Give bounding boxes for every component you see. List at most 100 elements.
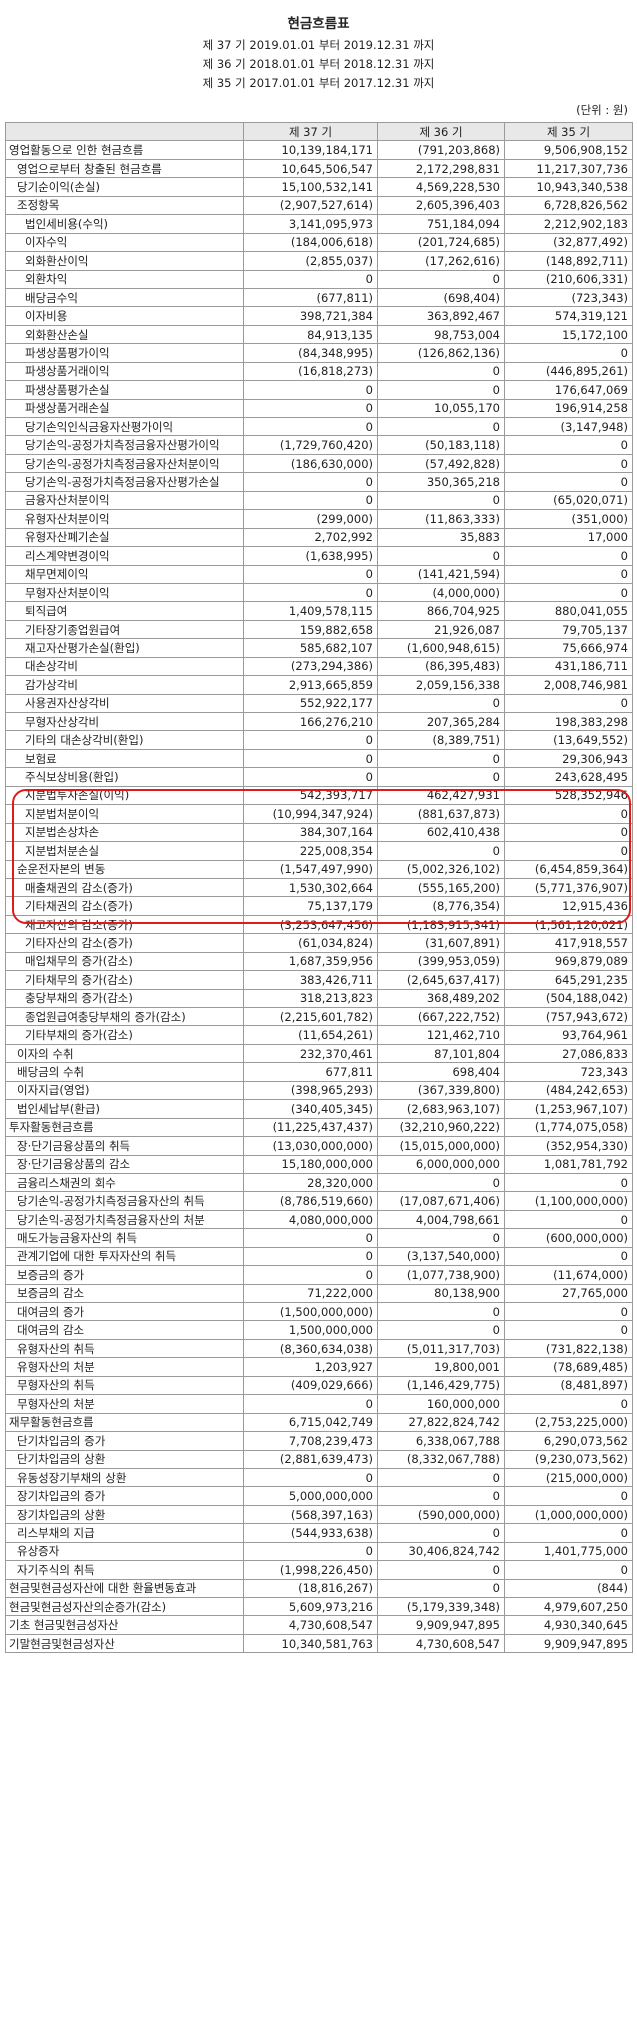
value-cell-period-37: 0	[243, 1246, 378, 1267]
table-row: 파생상품거래이익 (16,818,273) 0 (446,895,261)	[5, 361, 633, 382]
value-cell-period-37: 384,307,164	[243, 822, 378, 843]
period-line-36: 제 36 기 2018.01.01 부터 2018.12.31 까지	[202, 57, 435, 71]
value-cell-period-37: 75,137,179	[243, 896, 378, 916]
table-row: 재무활동현금흐름 6,715,042,749 27,822,824,742 (2,75…	[5, 1412, 633, 1433]
value-cell-period-36: 350,365,218	[377, 472, 505, 492]
value-cell-period-35: 6,290,073,562	[504, 1431, 633, 1451]
value-cell-period-37: 28,320,000	[243, 1172, 378, 1193]
table-row: 이자의 수취 232,370,461 87,101,804 27,086,833	[5, 1043, 633, 1064]
value-cell-period-37: 0	[243, 380, 378, 400]
value-cell-period-36: (86,395,483)	[377, 656, 505, 677]
value-cell-period-35: 0	[504, 564, 633, 584]
table-row: 사용권자산상각비 552,922,177 0 0	[5, 693, 633, 714]
unit-label: (단위 : 원)	[576, 103, 628, 117]
table-row: 장·단기금융상품의 감소 15,180,000,000 6,000,000,000 1…	[5, 1154, 633, 1174]
value-cell-period-36: (31,607,891)	[377, 933, 505, 953]
value-cell-period-35: (210,606,331)	[504, 269, 633, 289]
value-cell-period-36: (590,000,000)	[377, 1504, 505, 1525]
row-label: 지분법투자손실(이익)	[5, 785, 244, 806]
value-cell-period-36: 9,909,947,895	[377, 1615, 505, 1635]
table-row: 장기차입금의 상환 (568,397,163) (590,000,000) (1,00…	[5, 1504, 633, 1525]
value-cell-period-37: (18,816,267)	[243, 1578, 378, 1599]
value-cell-period-36: 0	[377, 490, 505, 511]
table-row: 기타장기종업원급여 159,882,658 21,926,087 79,705,137	[5, 619, 633, 640]
row-label: 현금및현금성자산의순증가(감소)	[5, 1596, 244, 1617]
value-cell-period-35: 431,186,711	[504, 656, 633, 677]
table-row: 지분법처분이익 (10,994,347,924) (881,637,873) 0	[5, 804, 633, 824]
value-cell-period-36: 4,569,228,530	[377, 177, 505, 197]
value-cell-period-35: 9,909,947,895	[504, 1633, 633, 1654]
row-label: 보증금의 감소	[5, 1283, 244, 1304]
value-cell-period-37: 0	[243, 398, 378, 419]
table-row: 무형자산의 취득 (409,029,666) (1,146,429,775) (8,4…	[5, 1375, 633, 1396]
value-cell-period-37: (2,215,601,782)	[243, 1006, 378, 1027]
row-label: 금융자산처분이익	[5, 490, 244, 511]
row-label: 주식보상비용(환입)	[5, 767, 244, 787]
value-cell-period-35: 0	[504, 1301, 633, 1322]
table-row: 매도가능금융자산의 취득 0 0 (600,000,000)	[5, 1228, 633, 1248]
value-cell-period-35: 574,319,121	[504, 306, 633, 326]
value-cell-period-36: 0	[377, 380, 505, 400]
table-row: 채무면제이익 0 (141,421,594) 0	[5, 564, 633, 584]
value-cell-period-35: (446,895,261)	[504, 361, 633, 382]
row-label: 장기차입금의 상환	[5, 1504, 244, 1525]
value-cell-period-37: (273,294,386)	[243, 656, 378, 677]
value-cell-period-36: 0	[377, 1320, 505, 1340]
row-label: 단기차입금의 상환	[5, 1449, 244, 1469]
value-cell-period-36: 0	[377, 1578, 505, 1599]
value-cell-period-36: 4,004,798,661	[377, 1209, 505, 1230]
value-cell-period-36: (11,863,333)	[377, 509, 505, 529]
value-cell-period-36: 27,822,824,742	[377, 1412, 505, 1433]
row-label: 리스계약변경이익	[5, 546, 244, 566]
row-label: 자기주식의 취득	[5, 1560, 244, 1580]
value-cell-period-35: 11,217,307,736	[504, 158, 633, 179]
value-cell-period-35: (9,230,073,562)	[504, 1449, 633, 1469]
table-row: 무형자산상각비 166,276,210 207,365,284 198,383,298	[5, 711, 633, 732]
value-cell-period-37: 225,008,354	[243, 841, 378, 861]
value-cell-period-37: 1,409,578,115	[243, 601, 378, 621]
value-cell-period-35: (3,147,948)	[504, 416, 633, 437]
table-row: 이자지급(영업) (398,965,293) (367,339,800) (484,2…	[5, 1080, 633, 1101]
cash-flow-table: 제 37 기 제 36 기 제 35 기 영업활동으로 인한 현금흐름 10,13…	[5, 121, 633, 1654]
value-cell-period-37: 552,922,177	[243, 693, 378, 714]
value-cell-period-35: (13,649,552)	[504, 730, 633, 750]
table-row: 영업활동으로 인한 현금흐름 10,139,184,171 (791,203,868…	[5, 140, 633, 160]
value-cell-period-37: 542,393,717	[243, 785, 378, 806]
value-cell-period-36: 0	[377, 748, 505, 769]
value-cell-period-35: 0	[504, 582, 633, 603]
table-row: 매출채권의 감소(증가) 1,530,302,664 (555,165,200) (5…	[5, 877, 633, 898]
value-cell-period-37: 677,811	[243, 1062, 378, 1082]
statement-title: 현금흐름표	[287, 16, 350, 32]
value-cell-period-37: (677,811)	[243, 287, 378, 308]
value-cell-period-37: 3,141,095,973	[243, 214, 378, 234]
value-cell-period-36: 0	[377, 269, 505, 289]
table-row: 외화환산이익 (2,855,037) (17,262,616) (148,892,71…	[5, 251, 633, 271]
value-cell-period-36: 30,406,824,742	[377, 1541, 505, 1562]
table-row: 당기손익-공정가치측정금융자산의 취득 (8,786,519,660) (17,08…	[5, 1191, 633, 1211]
row-label: 유형자산폐기손실	[5, 527, 244, 548]
row-label: 유상증자	[5, 1541, 244, 1562]
value-cell-period-35: 243,628,495	[504, 767, 633, 787]
value-cell-period-36: 368,489,202	[377, 988, 505, 1009]
value-cell-period-35: 0	[504, 1209, 633, 1230]
row-label: 재무활동현금흐름	[5, 1412, 244, 1433]
value-cell-period-36: (1,183,915,341)	[377, 914, 505, 935]
value-cell-period-37: (1,729,760,420)	[243, 435, 378, 455]
value-cell-period-37: 1,687,359,956	[243, 951, 378, 972]
value-cell-period-36: (50,183,118)	[377, 435, 505, 455]
value-cell-period-37: 0	[243, 416, 378, 437]
value-cell-period-37: (2,907,527,614)	[243, 195, 378, 216]
value-cell-period-35: 0	[504, 822, 633, 843]
row-label: 리스부채의 지급	[5, 1523, 244, 1543]
value-cell-period-36: 2,059,156,338	[377, 675, 505, 695]
value-cell-period-35: 93,764,961	[504, 1025, 633, 1045]
value-cell-period-37: (61,034,824)	[243, 933, 378, 953]
value-cell-period-35: 0	[504, 804, 633, 824]
value-cell-period-37: 383,426,711	[243, 970, 378, 990]
value-cell-period-35: 27,765,000	[504, 1283, 633, 1304]
row-label: 외화환산이익	[5, 251, 244, 271]
row-label: 파생상품거래이익	[5, 361, 244, 382]
value-cell-period-36: (5,179,339,348)	[377, 1596, 505, 1617]
value-cell-period-35: (215,000,000)	[504, 1467, 633, 1488]
value-cell-period-37: (184,006,618)	[243, 232, 378, 253]
